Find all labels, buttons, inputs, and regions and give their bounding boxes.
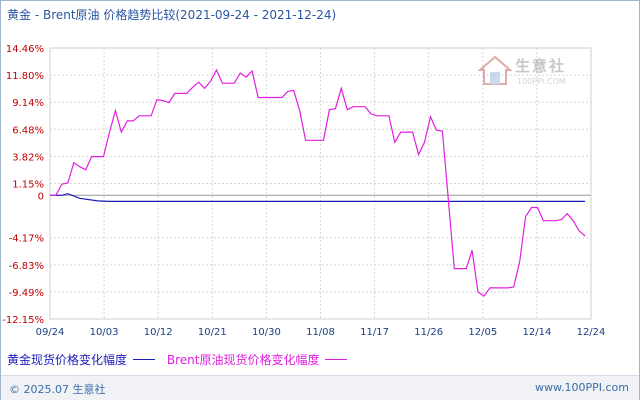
x-tick-label: 10/30 xyxy=(252,327,281,338)
y-tick-label: -12.15% xyxy=(2,315,44,326)
legend-brent-label: Brent原油现货价格变化幅度 xyxy=(166,353,320,367)
chart-title: 黄金 - Brent原油 价格趋势比较(2021-09-24 - 2021-12… xyxy=(7,8,337,22)
y-tick-label: -6.83% xyxy=(9,261,44,272)
x-tick-label: 11/08 xyxy=(306,327,335,338)
x-tick-label: 11/26 xyxy=(414,327,443,338)
y-tick-label: 14.46% xyxy=(6,44,44,55)
watermark-logo: 生意社 100PPI.COM xyxy=(477,53,587,97)
y-tick-label: 3.82% xyxy=(12,152,44,163)
brent-series-line xyxy=(50,68,586,297)
footer-site-link[interactable]: www.100PPI.com xyxy=(535,381,629,394)
y-tick-label: 1.15% xyxy=(12,180,44,191)
watermark-url: 100PPI.COM xyxy=(517,77,566,86)
x-tick-label: 09/24 xyxy=(36,327,65,338)
y-tick-label: 0 xyxy=(38,191,44,202)
x-tick-label: 12/24 xyxy=(577,327,606,338)
x-tick-label: 11/17 xyxy=(360,327,389,338)
x-tick-label: 10/03 xyxy=(90,327,119,338)
gold-series-line xyxy=(50,193,586,202)
house-logo-icon xyxy=(477,55,513,85)
y-tick-label: 11.80% xyxy=(6,71,44,82)
legend-gold-swatch xyxy=(133,359,156,360)
x-tick-label: 10/21 xyxy=(198,327,227,338)
y-tick-label: 6.48% xyxy=(12,125,44,136)
legend-brent-swatch xyxy=(325,359,348,360)
footer-bar: © 2025.07 生意社 www.100PPI.com xyxy=(1,375,639,400)
price-trend-chart: 14.46% 11.80% 9.14% 6.48% 3.82% 1.15%0 -4.17% -… xyxy=(2,44,606,338)
x-tick-label: 12/14 xyxy=(522,327,551,338)
legend-gold-label: 黄金现货价格变化幅度 xyxy=(7,353,128,367)
x-tick-label: 10/12 xyxy=(144,327,173,338)
chart-legend: 黄金现货价格变化幅度 Brent原油现货价格变化幅度 xyxy=(7,351,355,368)
footer-copyright: © 2025.07 生意社 xyxy=(9,383,106,396)
y-tick-label: 9.14% xyxy=(12,98,44,109)
x-tick-label: 12/05 xyxy=(468,327,497,338)
watermark-name: 生意社 xyxy=(515,57,567,75)
y-tick-label: -9.49% xyxy=(9,288,44,299)
y-tick-label: -4.17% xyxy=(9,234,44,245)
